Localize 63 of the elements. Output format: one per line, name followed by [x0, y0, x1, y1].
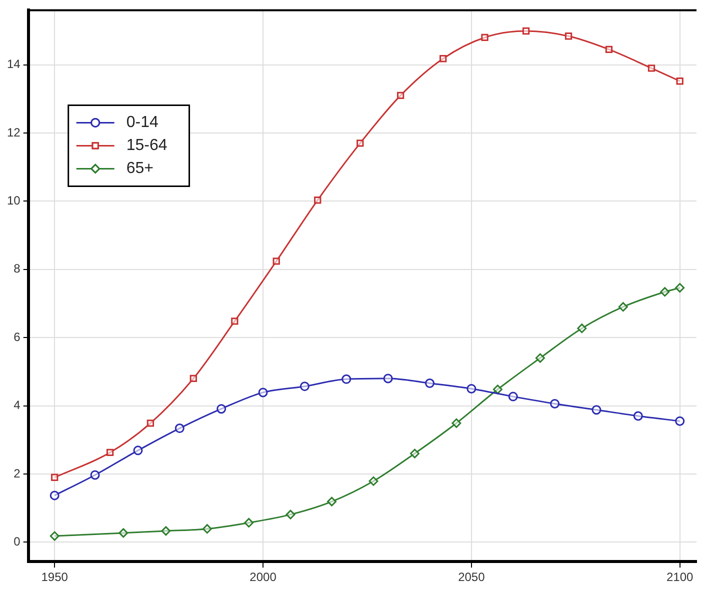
point — [118, 528, 128, 538]
point — [522, 27, 530, 35]
point — [368, 476, 378, 486]
point — [508, 392, 518, 402]
point — [258, 388, 268, 398]
point — [231, 318, 238, 325]
x-tick-label: 2050 — [458, 570, 486, 584]
point — [327, 496, 337, 506]
point — [605, 46, 613, 53]
y-tick-label: 12 — [6, 125, 21, 140]
point — [51, 474, 58, 481]
point — [396, 92, 404, 100]
point — [564, 32, 572, 40]
point — [618, 302, 628, 312]
legend-label: 15-64 — [126, 137, 168, 154]
y-tick-label: 4 — [14, 398, 21, 412]
point — [424, 378, 434, 388]
point — [535, 353, 545, 363]
y-tick-label: 8 — [14, 262, 21, 276]
point — [272, 258, 280, 265]
point — [675, 283, 685, 293]
point — [146, 420, 154, 427]
point — [90, 470, 100, 480]
point — [342, 374, 352, 384]
point — [452, 418, 462, 428]
x-tick-label: 1950 — [41, 570, 68, 584]
point — [481, 34, 488, 42]
point — [440, 55, 447, 62]
legend-label: 0-14 — [126, 114, 158, 132]
point — [161, 526, 171, 536]
point — [202, 524, 212, 534]
x-tick-label: 2100 — [666, 570, 694, 584]
point — [492, 384, 502, 394]
legend-label: 65+ — [126, 160, 154, 178]
point — [648, 64, 656, 72]
point — [383, 374, 393, 384]
point — [50, 531, 60, 541]
point — [660, 287, 670, 297]
point — [300, 382, 310, 392]
point — [577, 324, 587, 334]
y-tick-label: 6 — [14, 330, 21, 344]
point — [216, 404, 226, 414]
point — [314, 196, 322, 204]
point — [592, 405, 602, 415]
point — [50, 490, 60, 500]
point — [106, 448, 114, 456]
point — [676, 78, 684, 85]
point — [633, 411, 643, 421]
y-tick-label: 10 — [6, 193, 21, 208]
point — [550, 398, 560, 408]
point — [356, 140, 364, 147]
point — [133, 446, 143, 456]
point — [174, 424, 184, 434]
point — [466, 384, 476, 394]
point — [244, 518, 254, 528]
point — [190, 374, 197, 382]
y-tick-label: 2 — [14, 466, 21, 480]
y-tick-label: 14 — [6, 57, 21, 72]
y-tick-label: 0 — [14, 534, 21, 548]
point — [286, 510, 296, 520]
point — [675, 416, 685, 426]
point — [410, 448, 420, 458]
x-tick-label: 2000 — [250, 570, 277, 584]
